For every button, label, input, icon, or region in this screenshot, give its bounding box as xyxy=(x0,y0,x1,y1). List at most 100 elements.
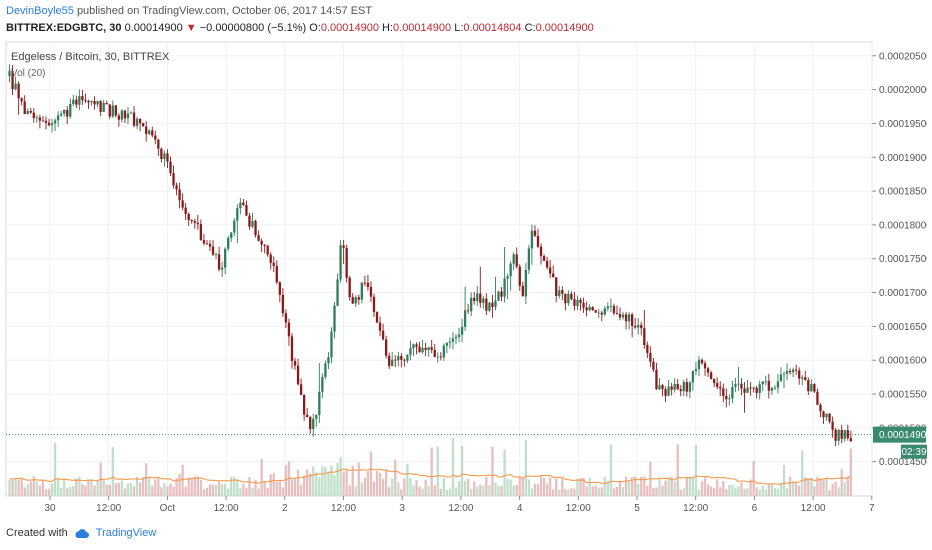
volume-bar xyxy=(527,479,531,496)
candle-body xyxy=(381,330,385,340)
volume-bar xyxy=(801,450,804,496)
volume-bar xyxy=(163,483,166,496)
volume-bar xyxy=(47,488,51,496)
volume-bar xyxy=(363,477,367,496)
candle-body xyxy=(509,263,512,277)
volume-bar xyxy=(397,482,400,496)
volume-bar xyxy=(691,477,695,496)
volume-bar xyxy=(154,479,157,496)
volume-bar xyxy=(643,476,646,496)
candle-body xyxy=(476,293,479,301)
volume-bar xyxy=(321,465,324,496)
volume-bar xyxy=(248,477,251,496)
candle-body xyxy=(731,386,734,399)
candle-body xyxy=(488,302,491,311)
candle-body xyxy=(178,189,181,201)
candle-body xyxy=(451,338,455,342)
candle-body xyxy=(196,222,199,225)
volume-bar xyxy=(251,487,254,496)
y-tick-label: 0.00016000 xyxy=(879,356,927,367)
candle-body xyxy=(752,387,755,389)
publish-info: DevinBoyle55 published on TradingView.co… xyxy=(6,5,372,17)
tradingview-brand-link[interactable]: TradingView xyxy=(95,527,157,539)
candle-body xyxy=(479,293,482,303)
volume-bar xyxy=(555,478,558,496)
volume-bar xyxy=(567,489,570,496)
volume-bar xyxy=(330,465,333,496)
volume-bar xyxy=(673,481,676,496)
volume-bar xyxy=(388,487,391,496)
volume-bar xyxy=(630,477,634,496)
volume-bar xyxy=(157,477,160,496)
chart-area[interactable]: 0.00020500 0.00020000 0.00019500 0.00019000… xyxy=(5,41,932,521)
candle-body xyxy=(433,349,436,357)
candle-body xyxy=(643,328,646,345)
candle-body xyxy=(606,306,610,309)
candle-body xyxy=(530,230,534,249)
candle-body xyxy=(825,413,828,418)
candle-body xyxy=(649,352,652,362)
candle-body xyxy=(646,344,649,353)
volume-bar xyxy=(822,478,825,496)
candle-body xyxy=(503,278,506,297)
volume-bar xyxy=(819,477,822,496)
volume-bar xyxy=(166,486,169,496)
price-chart[interactable]: 0.00020500 0.00020000 0.00019500 0.00019000… xyxy=(5,41,932,521)
volume-bar xyxy=(354,486,357,496)
candle-body xyxy=(652,361,655,370)
candle-body xyxy=(445,342,449,346)
candle-body xyxy=(400,356,403,360)
candle-body xyxy=(442,345,445,358)
volume-bar xyxy=(454,487,458,496)
volume-bar xyxy=(722,480,725,496)
candle-body xyxy=(542,256,546,261)
volume-bar xyxy=(151,485,154,496)
candle-body xyxy=(254,220,257,236)
y-tick-label: 0.00018500 xyxy=(879,187,927,198)
candle-body xyxy=(798,370,801,379)
volume-bar xyxy=(752,460,755,496)
candle-body xyxy=(348,277,351,298)
volume-bar xyxy=(761,485,764,496)
candle-body xyxy=(278,282,281,295)
candle-body xyxy=(755,387,758,393)
volume-bar xyxy=(35,481,39,496)
volume-bar xyxy=(38,485,42,496)
volume-bar xyxy=(312,466,315,496)
volume-bar xyxy=(375,471,379,496)
volume-bar xyxy=(713,488,716,496)
candle-body xyxy=(351,297,354,304)
candle-body xyxy=(791,369,795,373)
volume-bar xyxy=(41,479,45,496)
candle-body xyxy=(713,379,716,384)
last-price: 0.00014900 xyxy=(124,22,183,34)
volume-bar xyxy=(561,478,564,496)
candle-body xyxy=(548,267,552,274)
candle-body xyxy=(375,312,379,323)
symbol-info: BITTREX:EDGBTC, 30 0.00014900 ▼ −0.00000… xyxy=(6,22,594,34)
candle-body xyxy=(35,117,39,119)
volume-bar xyxy=(849,448,852,496)
candle-body xyxy=(576,299,579,306)
volume-bar xyxy=(78,476,81,496)
candle-body xyxy=(594,310,597,313)
volume-bar xyxy=(497,485,500,496)
author-link[interactable]: DevinBoyle55 xyxy=(6,5,74,17)
volume-bar xyxy=(302,475,306,496)
volume-bar xyxy=(415,480,418,496)
volume-bar xyxy=(685,476,688,496)
candle-body xyxy=(849,438,852,442)
volume-bar xyxy=(348,485,351,496)
volume-bar xyxy=(193,476,196,496)
candle-body xyxy=(804,377,807,381)
volume-bar xyxy=(552,489,555,496)
candle-body xyxy=(44,120,48,123)
candle-body xyxy=(424,347,427,350)
volume-bar xyxy=(126,483,130,496)
candle-body xyxy=(138,118,142,124)
volume-bar xyxy=(275,481,278,496)
candle-body xyxy=(32,112,35,119)
candle-body xyxy=(667,386,670,396)
volume-bar xyxy=(746,488,749,496)
volume-bar xyxy=(360,482,363,496)
